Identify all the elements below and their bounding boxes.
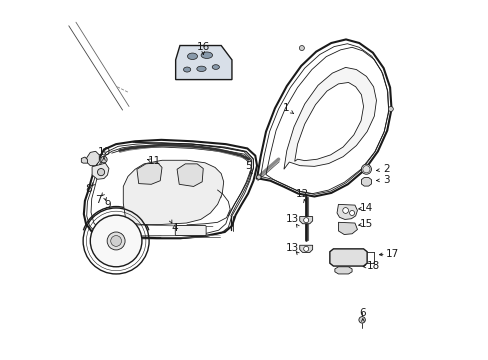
FancyBboxPatch shape <box>175 226 206 235</box>
Polygon shape <box>284 67 376 169</box>
Ellipse shape <box>196 66 206 72</box>
Polygon shape <box>334 267 351 274</box>
Text: 3: 3 <box>382 175 388 185</box>
Circle shape <box>303 246 308 251</box>
Circle shape <box>387 107 392 112</box>
Circle shape <box>361 164 371 174</box>
Polygon shape <box>137 163 162 184</box>
Text: 9: 9 <box>104 200 111 210</box>
Text: 2: 2 <box>382 164 388 174</box>
Text: 12: 12 <box>295 189 308 199</box>
Circle shape <box>101 156 107 163</box>
Circle shape <box>90 215 142 267</box>
Polygon shape <box>329 249 366 266</box>
Circle shape <box>299 45 304 50</box>
Ellipse shape <box>201 52 212 58</box>
Text: 15: 15 <box>359 219 372 229</box>
Polygon shape <box>294 82 363 161</box>
Polygon shape <box>92 163 109 179</box>
Text: 6: 6 <box>359 309 366 318</box>
Text: 14: 14 <box>359 203 372 213</box>
Text: 18: 18 <box>366 261 380 271</box>
Polygon shape <box>338 222 357 234</box>
Ellipse shape <box>183 67 190 72</box>
Polygon shape <box>175 45 231 80</box>
Circle shape <box>303 218 308 223</box>
Polygon shape <box>81 157 87 163</box>
Text: 1: 1 <box>282 103 288 113</box>
Text: 13: 13 <box>285 243 299 253</box>
Circle shape <box>256 175 261 179</box>
Polygon shape <box>336 204 357 220</box>
Circle shape <box>358 317 365 323</box>
Polygon shape <box>299 217 312 224</box>
Circle shape <box>110 235 121 246</box>
Circle shape <box>349 211 354 216</box>
Text: 17: 17 <box>385 248 398 258</box>
Polygon shape <box>361 177 371 186</box>
Text: 5: 5 <box>244 161 251 171</box>
Circle shape <box>342 208 348 213</box>
Text: 7: 7 <box>95 195 102 205</box>
Polygon shape <box>86 151 99 166</box>
Circle shape <box>97 168 104 176</box>
Text: 13: 13 <box>285 215 299 224</box>
Text: 8: 8 <box>85 184 92 194</box>
Text: 16: 16 <box>196 42 209 52</box>
Text: 4: 4 <box>171 224 178 233</box>
Text: 11: 11 <box>147 156 161 166</box>
Polygon shape <box>299 245 312 252</box>
Ellipse shape <box>187 53 197 59</box>
Polygon shape <box>177 164 203 186</box>
Text: 10: 10 <box>97 147 110 157</box>
Ellipse shape <box>212 65 219 69</box>
Circle shape <box>107 232 125 250</box>
Polygon shape <box>123 160 223 225</box>
